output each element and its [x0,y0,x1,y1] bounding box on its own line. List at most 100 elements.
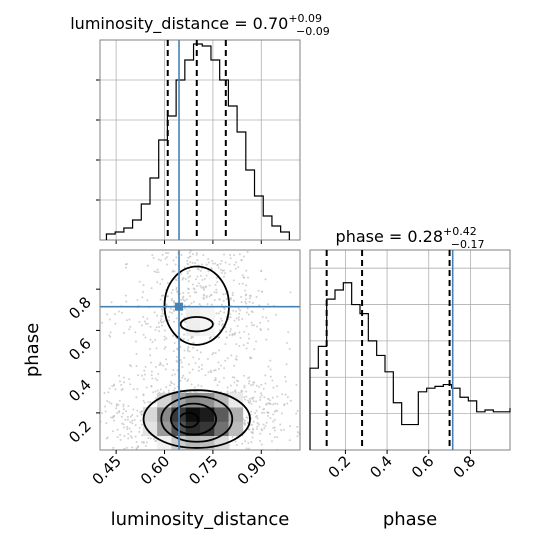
scatter-sample [142,315,145,318]
scatter-sample [157,258,160,261]
scatter-sample [233,319,236,322]
scatter-sample [151,341,154,344]
scatter-sample [206,303,209,306]
scatter-sample [265,402,268,405]
scatter-sample [263,411,266,414]
scatter-sample [229,257,232,260]
scatter-sample [224,272,227,275]
scatter-sample [179,345,182,348]
scatter-sample [244,440,247,443]
scatter-sample [189,391,192,394]
scatter-sample [232,279,235,282]
scatter-sample [231,376,234,379]
scatter-sample [157,271,160,274]
x-axis-label-phase: phase [383,509,437,530]
scatter-sample [279,423,282,426]
scatter-sample [239,309,242,312]
scatter-sample [152,391,155,394]
scatter-sample [151,377,154,380]
scatter-sample [284,375,287,378]
scatter-sample [176,360,179,363]
scatter-sample [123,381,126,384]
scatter-sample [170,382,173,385]
scatter-sample [267,397,270,400]
scatter-sample [128,427,131,430]
scatter-sample [235,358,238,361]
scatter-sample [134,340,137,343]
scatter-sample [129,435,132,438]
scatter-sample [228,263,231,266]
scatter-sample [174,263,177,266]
scatter-sample [114,388,117,391]
scatter-sample [126,428,129,431]
scatter-sample [120,383,123,386]
scatter-sample [140,410,143,413]
scatter-sample [120,311,123,314]
scatter-sample [125,263,128,266]
scatter-sample [188,251,191,254]
scatter-sample [172,259,175,262]
scatter-sample [160,307,163,310]
scatter-sample [222,299,225,302]
scatter-sample [123,426,126,429]
scatter-sample [260,411,263,414]
density-cell [185,435,201,450]
scatter-sample [265,338,268,341]
scatter-sample [202,287,205,290]
scatter-sample [229,316,232,319]
scatter-sample [171,288,174,291]
scatter-sample [200,385,203,388]
scatter-sample [200,267,203,270]
scatter-sample [103,392,106,395]
scatter-sample [131,436,134,439]
scatter-sample [218,323,221,326]
scatter-sample [272,386,275,389]
scatter-sample [209,335,212,338]
scatter-sample [250,321,253,324]
scatter-sample [197,369,200,372]
scatter-sample [251,397,254,400]
scatter-sample [248,337,251,340]
scatter-sample [155,271,158,274]
scatter-sample [224,359,227,362]
scatter-sample [244,398,247,401]
scatter-sample [216,263,219,266]
scatter-sample [183,307,186,310]
scatter-sample [217,312,220,315]
scatter-sample [286,396,289,399]
scatter-sample [175,355,178,358]
scatter-sample [172,308,175,311]
scatter-sample [214,369,217,372]
scatter-sample [183,356,186,359]
scatter-sample [106,313,109,316]
scatter-sample [150,385,153,388]
scatter-sample [248,447,251,450]
scatter-sample [259,432,262,435]
scatter-sample [216,281,219,284]
scatter-sample [269,368,272,371]
density-ytick-label: 0.8 [65,293,95,323]
hist2-xtick-label: 0.4 [366,452,396,482]
scatter-sample [249,356,252,359]
scatter-sample [270,440,273,443]
scatter-sample [154,390,157,393]
scatter-sample [175,286,178,289]
scatter-sample [202,296,205,299]
scatter-sample [244,300,247,303]
scatter-sample [248,397,251,400]
scatter-sample [167,319,170,322]
scatter-sample [241,274,244,277]
scatter-sample [274,409,277,412]
scatter-sample [188,350,191,353]
scatter-sample [256,325,259,328]
scatter-sample [100,412,103,415]
scatter-sample [216,384,219,387]
density-frame [99,249,301,451]
density-xtick-label: 0.90 [234,452,270,488]
scatter-sample [231,291,234,294]
density-cell [200,321,215,337]
scatter-sample [158,330,161,333]
scatter-sample [225,330,228,333]
scatter-sample [129,325,132,328]
hist2-xtick-label: 0.2 [325,452,355,482]
